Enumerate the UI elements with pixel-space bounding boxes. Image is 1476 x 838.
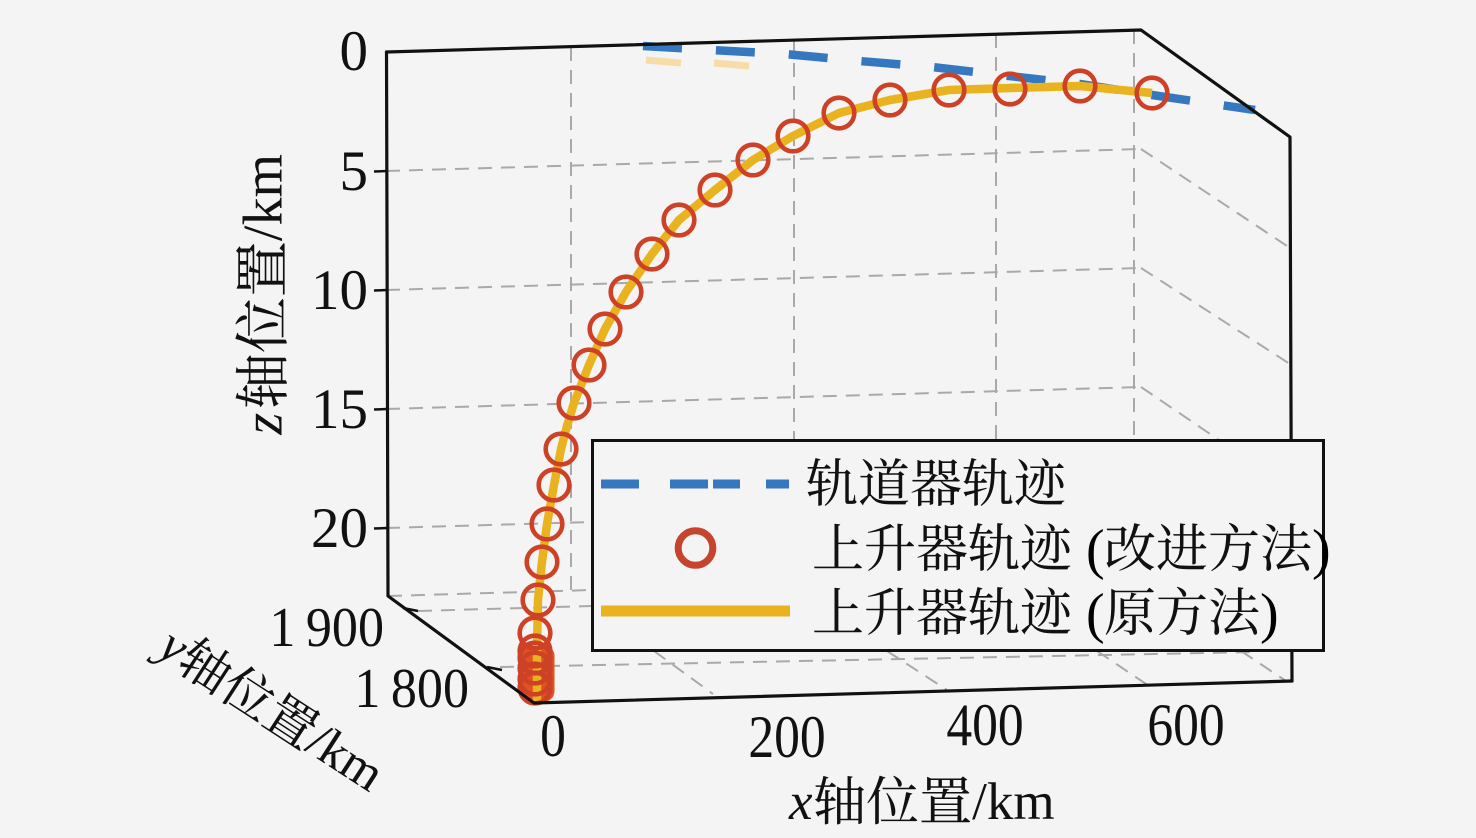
svg-text:400: 400 bbox=[946, 692, 1023, 758]
svg-text:1 800: 1 800 bbox=[354, 657, 469, 719]
svg-text:10: 10 bbox=[311, 259, 368, 322]
svg-text:(: ( bbox=[1086, 519, 1105, 581]
svg-text:(: ( bbox=[1086, 583, 1105, 645]
svg-text:): ) bbox=[1260, 583, 1279, 645]
svg-text:600: 600 bbox=[1147, 692, 1224, 758]
svg-text:/km: /km bbox=[232, 154, 294, 241]
svg-text:/km: /km bbox=[972, 773, 1054, 831]
svg-text:0: 0 bbox=[340, 20, 369, 83]
svg-text:5: 5 bbox=[340, 140, 369, 203]
svg-text:20: 20 bbox=[311, 497, 368, 560]
svg-text:): ) bbox=[1312, 519, 1331, 581]
svg-text:x: x bbox=[788, 773, 813, 831]
svg-text:z: z bbox=[232, 413, 294, 436]
svg-text:15: 15 bbox=[311, 378, 368, 441]
svg-text:1 900: 1 900 bbox=[269, 596, 384, 658]
svg-text:200: 200 bbox=[748, 704, 825, 770]
svg-text:0: 0 bbox=[540, 703, 566, 769]
